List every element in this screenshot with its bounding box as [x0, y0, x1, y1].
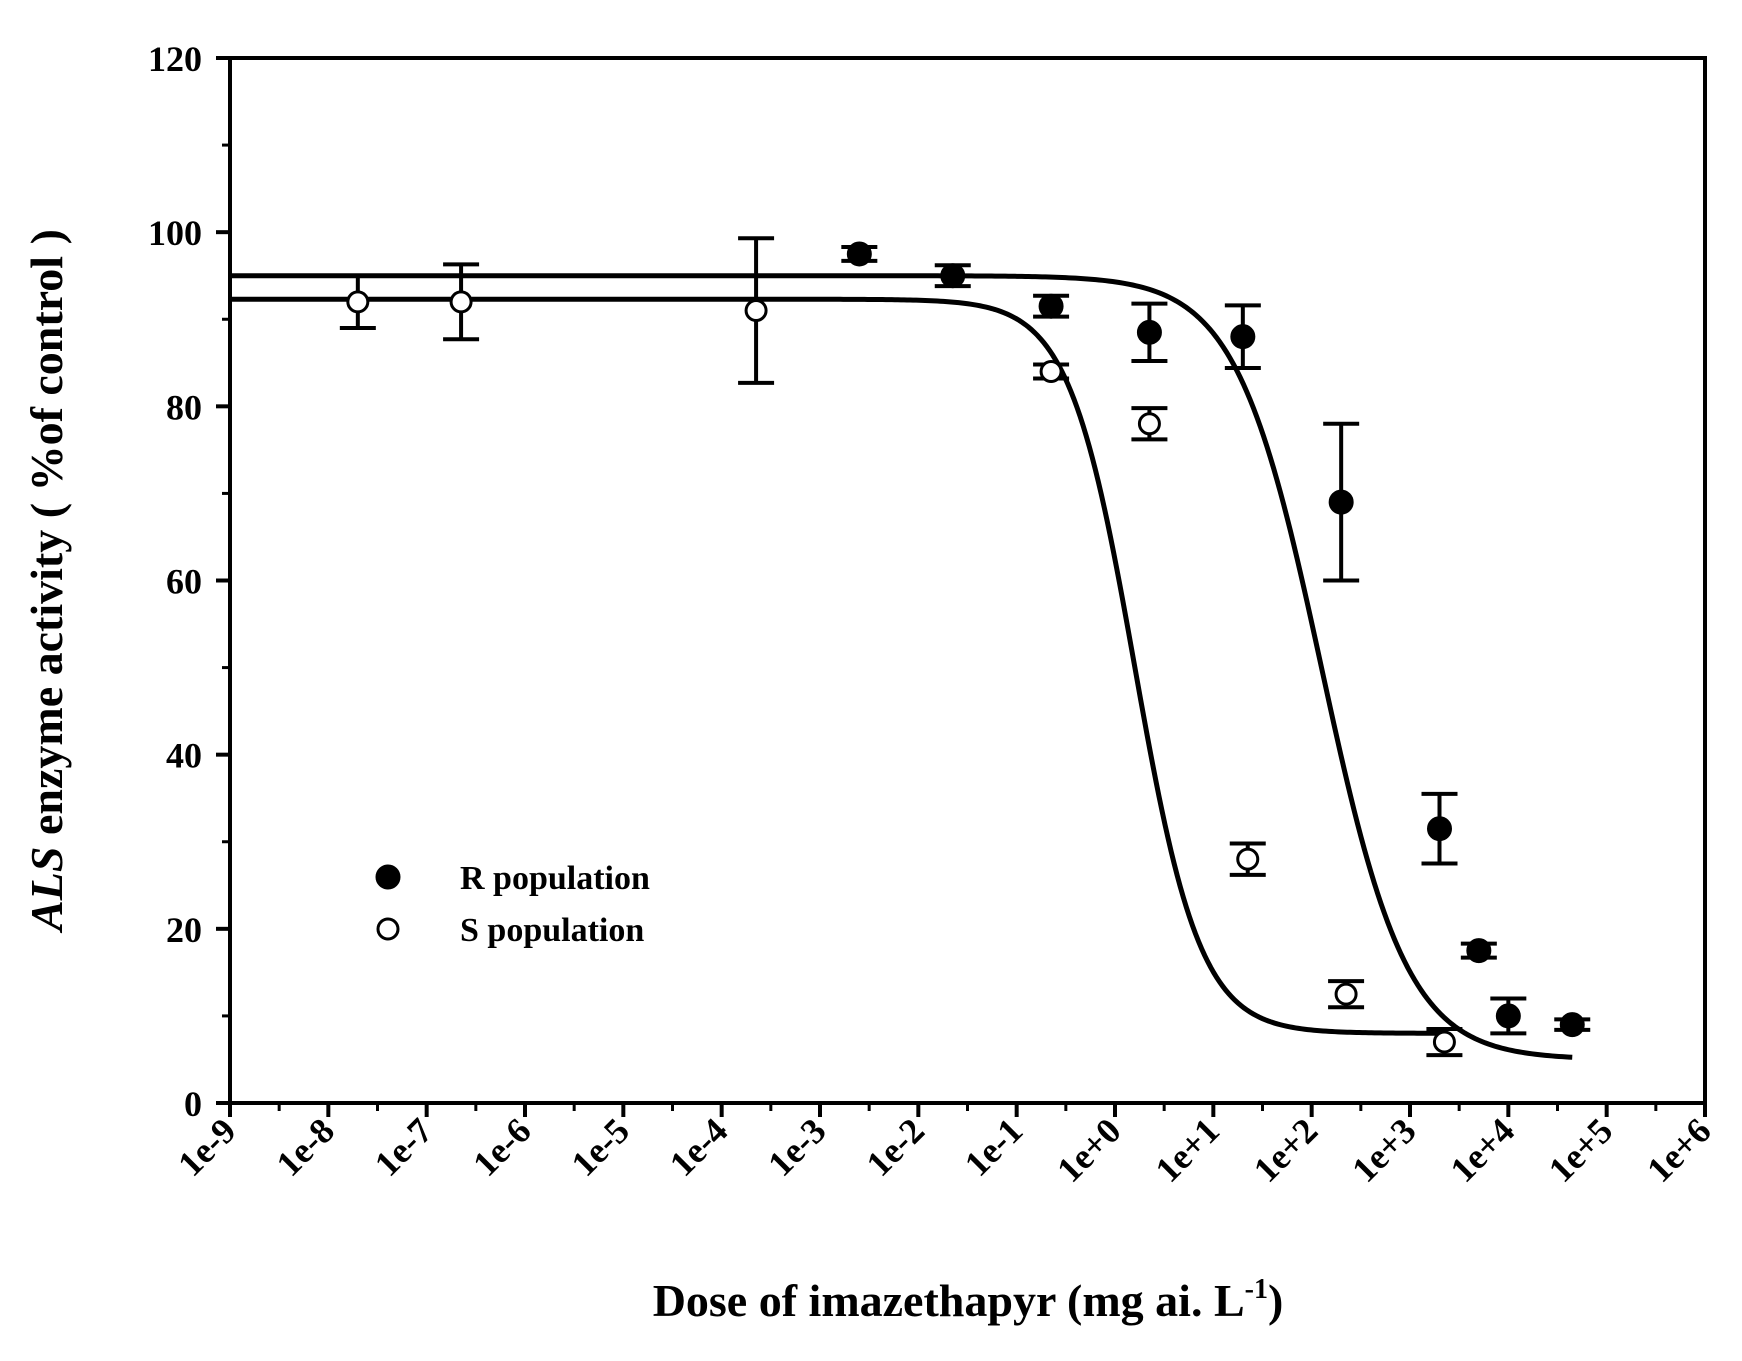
data-point-r-population — [1328, 489, 1354, 515]
data-point-s-population — [1432, 1030, 1456, 1054]
data-point-r-population — [1230, 324, 1256, 350]
x-tick-label: 1e-1 — [957, 1110, 1031, 1184]
fit-curves — [230, 273, 1573, 1060]
data-point-s-population — [1334, 982, 1358, 1006]
y-tick-label: 0 — [184, 1084, 202, 1124]
data-point-s-population — [1236, 847, 1260, 871]
x-axis-title-close: ) — [1268, 1275, 1283, 1326]
legend-label-s-population: S population — [460, 912, 644, 949]
y-axis: 0 20 40 60 80 100 120 — [148, 39, 230, 1124]
data-point-r-population — [940, 263, 966, 289]
fit-curve-r-population — [230, 273, 1573, 1060]
data-point-r-population — [846, 241, 872, 267]
x-tick-label: 1e+5 — [1541, 1110, 1621, 1190]
x-tick-label: 1e-7 — [367, 1110, 441, 1184]
x-tick-label: 1e-9 — [170, 1110, 244, 1184]
data-point-r-population — [1427, 816, 1452, 842]
x-tick-label: 1e+1 — [1147, 1110, 1227, 1190]
x-tick-label: 1e-6 — [465, 1110, 539, 1184]
data-points — [346, 241, 1585, 1054]
x-tick-label: 1e+6 — [1639, 1110, 1719, 1190]
fit-curve-s-population — [230, 296, 1445, 1036]
x-tick-label: 1e-4 — [662, 1110, 736, 1184]
data-point-r-population — [1466, 938, 1492, 964]
x-axis-title-superscript: -1 — [1245, 1274, 1268, 1305]
x-axis-title-main: Dose of imazethapyr (mg ai. L — [653, 1275, 1245, 1326]
data-point-s-population — [1137, 412, 1161, 436]
data-point-s-population — [346, 290, 370, 314]
legend-label-r-population: R population — [460, 860, 650, 897]
plot-area — [228, 56, 1707, 1105]
data-point-s-population — [1039, 360, 1063, 383]
x-tick-label: 1e+3 — [1344, 1110, 1424, 1190]
y-tick-label: 120 — [148, 39, 202, 79]
legend-marker-s-population — [376, 917, 400, 941]
y-axis-title: ALS enzyme activity ( %of control ) — [21, 229, 72, 934]
x-tick-label: 1e+2 — [1246, 1110, 1326, 1190]
y-tick-label: 100 — [148, 213, 202, 253]
x-tick-label: 1e-2 — [858, 1110, 932, 1184]
x-tick-label: 1e-8 — [268, 1110, 342, 1184]
x-tick-label: 1e+0 — [1049, 1110, 1129, 1190]
x-axis-title: Dose of imazethapyr (mg ai. L-1) — [653, 1274, 1284, 1326]
data-point-s-population — [744, 299, 768, 323]
x-tick-label: 1e-5 — [563, 1110, 637, 1184]
data-point-r-population — [1559, 1012, 1585, 1038]
y-tick-label: 20 — [166, 910, 202, 950]
data-point-r-population — [1136, 319, 1162, 345]
x-tick-label: 1e-3 — [760, 1110, 834, 1184]
y-axis-title-italic: ALS — [21, 847, 72, 934]
x-axis: 1e-9 1e-8 1e-7 1e-6 1e-5 1e-4 1e-3 1e-2 1e-1 1e+0… — [170, 1103, 1719, 1190]
y-tick-label: 60 — [166, 562, 202, 602]
y-tick-label: 80 — [166, 387, 202, 427]
data-point-s-population — [449, 290, 473, 314]
legend-marker-r-population — [375, 864, 401, 890]
y-tick-label: 40 — [166, 736, 202, 776]
y-axis-title-rest: enzyme activity ( %of control ) — [21, 229, 72, 846]
data-point-r-population — [1038, 293, 1064, 319]
x-tick-label: 1e+4 — [1442, 1110, 1522, 1190]
data-point-r-population — [1495, 1003, 1521, 1029]
legend: R population S population — [375, 860, 650, 949]
